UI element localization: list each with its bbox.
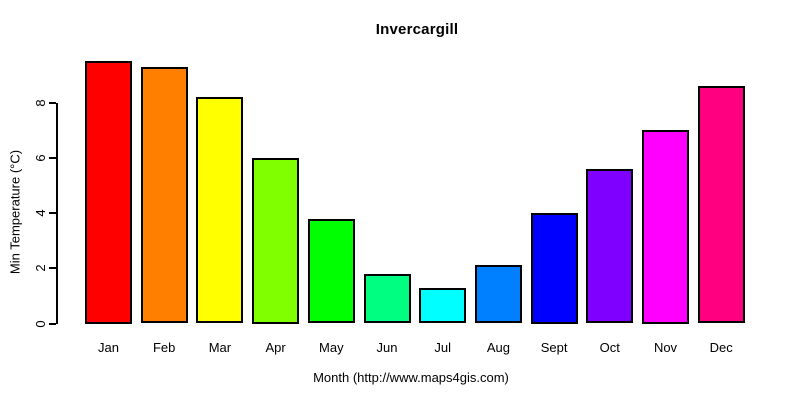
y-tick-mark: [49, 101, 56, 104]
x-tick-label-feb: Feb: [152, 340, 176, 355]
x-tick-label-may: May: [319, 340, 344, 355]
bar-aug: [474, 265, 522, 324]
x-tick-label-jun: Jun: [376, 340, 398, 355]
x-tick-label-oct: Oct: [599, 340, 620, 355]
bar-jul: [419, 287, 467, 324]
x-axis-label: Month (http://www.maps4gis.com): [313, 370, 509, 385]
y-tick-mark: [49, 156, 56, 159]
x-tick-label-jan: Jan: [98, 340, 119, 355]
x-tick-label-apr: Apr: [265, 340, 286, 355]
y-tick-label: 4: [32, 209, 48, 217]
bar-jan: [85, 61, 132, 324]
y-axis-line: [56, 102, 58, 324]
bar-dec: [697, 85, 745, 324]
y-tick-label: 2: [32, 264, 48, 272]
x-tick-label-sept: Sept: [540, 340, 568, 355]
y-tick-mark: [49, 212, 56, 214]
bar-nov: [642, 130, 689, 324]
x-tick-label-mar: Mar: [208, 340, 232, 355]
x-tick-label-jul: Jul: [434, 340, 451, 355]
bar-apr: [252, 157, 300, 324]
bar-oct: [586, 168, 634, 324]
bar-may: [307, 218, 355, 324]
bar-mar: [196, 96, 244, 324]
bar-sept: [530, 213, 578, 324]
y-tick-mark: [49, 267, 56, 270]
y-tick-label: 0: [32, 319, 48, 328]
y-tick-label: 6: [32, 154, 48, 162]
bar-jun: [363, 273, 411, 324]
y-axis-label-text: Min Temperature (°C): [7, 149, 23, 275]
chart-title: Invercargill: [375, 21, 459, 38]
bar-feb: [140, 66, 188, 324]
y-tick-mark: [49, 322, 56, 325]
x-tick-label-aug: Aug: [486, 340, 510, 355]
y-tick-label: 8: [32, 98, 48, 107]
x-tick-label-nov: Nov: [653, 340, 678, 355]
x-tick-label-dec: Dec: [709, 340, 733, 355]
